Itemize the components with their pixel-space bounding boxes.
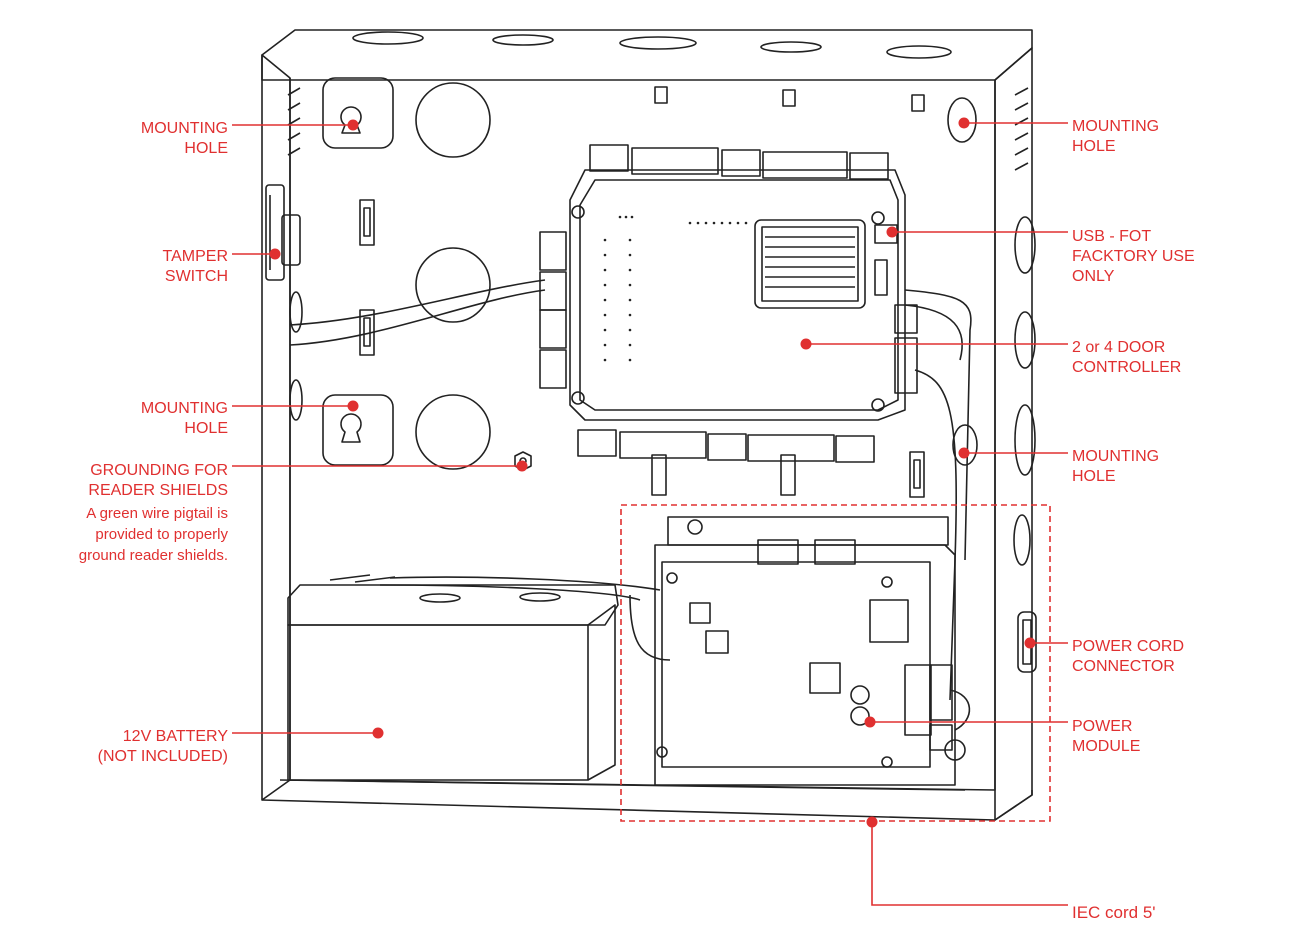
dot-power-module	[864, 716, 876, 728]
grounding-note: A green wire pigtail is provided to prop…	[78, 505, 228, 564]
dot-iec-cord	[866, 816, 878, 828]
label-usb: USB - FOT FACKTORY USE ONLY	[1072, 228, 1195, 285]
dot-controller	[800, 338, 812, 350]
dot-battery	[372, 727, 384, 739]
power-module-dashed-outline	[620, 504, 1051, 822]
label-battery: 12V BATTERY (NOT INCLUDED)	[97, 728, 228, 765]
enclosure-bottom	[261, 790, 1033, 821]
power-module-board	[654, 516, 971, 786]
dot-mounting-hole-ml	[347, 400, 359, 412]
enclosure-left-wall	[261, 54, 291, 801]
dot-mounting-hole-mr	[958, 447, 970, 459]
left-vents	[287, 87, 301, 156]
label-iec-cord: IEC cord 5'	[1072, 903, 1156, 922]
label-grounding: GROUNDING FOR READER SHIELDS	[88, 462, 228, 499]
dot-mounting-hole-tl	[347, 119, 359, 131]
dot-mounting-hole-tr	[958, 117, 970, 129]
label-mounting-hole-top-right: MOUNTING HOLE	[1072, 118, 1160, 155]
dot-grounding	[516, 460, 528, 472]
controller-board	[539, 144, 918, 463]
right-vents	[1014, 87, 1029, 171]
enclosure-back	[289, 78, 996, 791]
label-mounting-hole-mid-right: MOUNTING HOLE	[1072, 448, 1160, 485]
label-controller: 2 or 4 DOOR CONTROLLER	[1072, 339, 1182, 376]
dot-tamper	[269, 248, 281, 260]
label-mounting-hole-mid-left: MOUNTING HOLE	[140, 400, 228, 437]
label-power-cord: POWER CORD CONNECTOR	[1072, 638, 1184, 675]
label-mounting-hole-top-left: MOUNTING HOLE	[140, 120, 228, 157]
battery-shape	[287, 574, 671, 781]
label-tamper-switch: TAMPER SWITCH	[162, 248, 228, 285]
dot-usb	[886, 226, 898, 238]
dot-power-cord	[1024, 637, 1036, 649]
tamper-switch-shape	[265, 184, 301, 281]
label-power-module: POWER MODULE	[1072, 718, 1141, 755]
